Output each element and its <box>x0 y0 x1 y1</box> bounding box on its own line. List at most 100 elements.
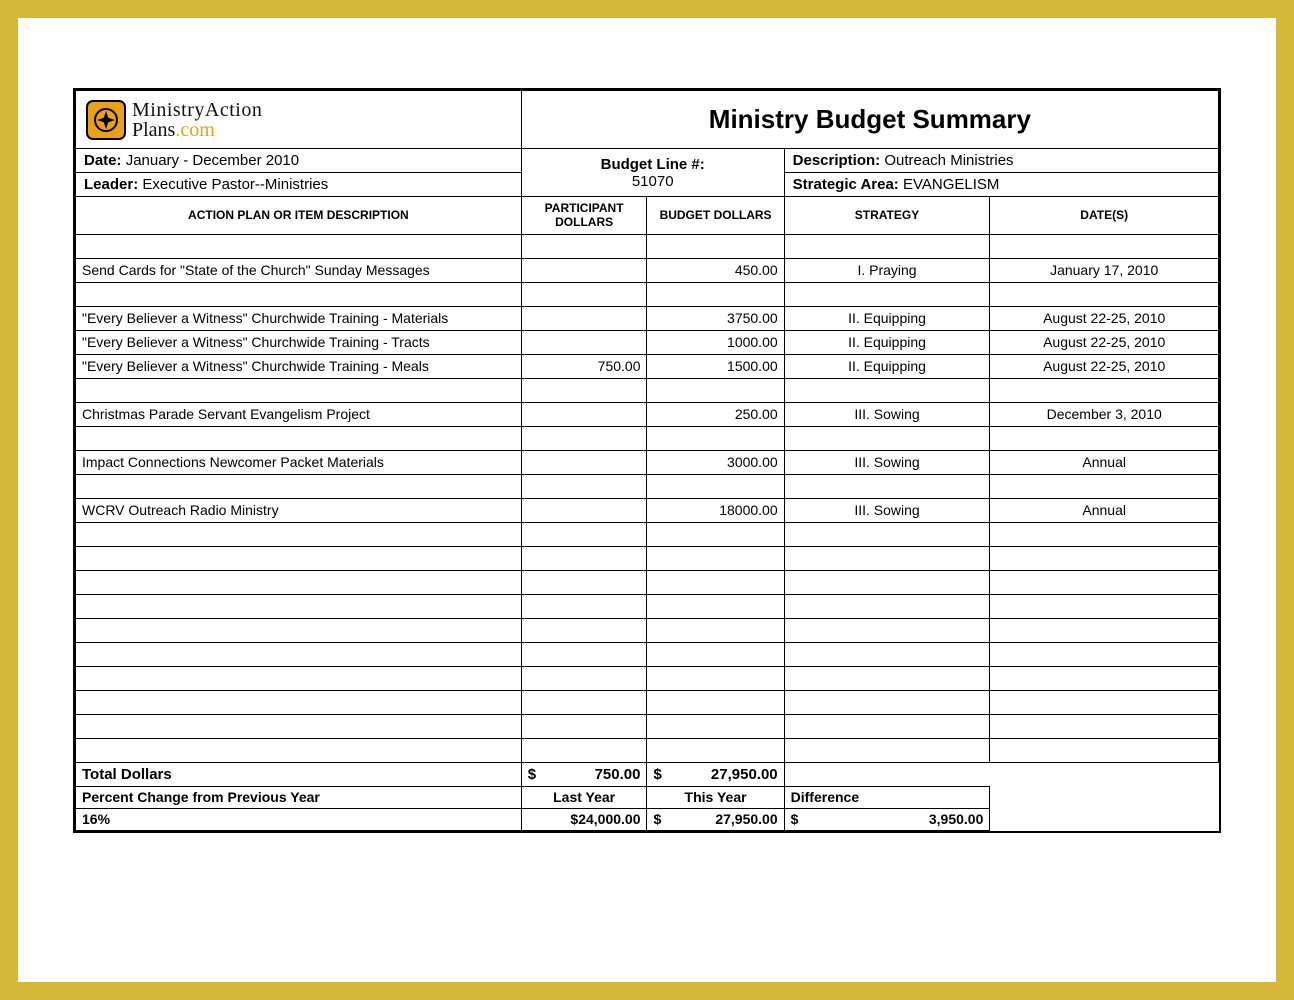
cell-dates <box>990 690 1219 714</box>
cell-strategy <box>784 666 990 690</box>
cell-strategy <box>784 546 990 570</box>
budget-table: MinistryAction Plans.com Ministry Budget… <box>75 90 1219 831</box>
compass-icon <box>86 100 126 140</box>
cell-strategy: II. Equipping <box>784 354 990 378</box>
table-row: Send Cards for "State of the Church" Sun… <box>76 258 1219 282</box>
col-description: ACTION PLAN OR ITEM DESCRIPTION <box>76 197 522 235</box>
cell-budget-dollars: 1500.00 <box>647 354 784 378</box>
cell-dates <box>990 546 1219 570</box>
header-row: MinistryAction Plans.com Ministry Budget… <box>76 91 1219 149</box>
cell-participant-dollars <box>521 450 647 474</box>
cell-budget-dollars <box>647 378 784 402</box>
table-row: "Every Believer a Witness" Churchwide Tr… <box>76 306 1219 330</box>
cell-description <box>76 714 522 738</box>
logo-line1: MinistryAction <box>132 100 262 120</box>
this-year-value: $27,950.00 <box>647 808 784 830</box>
cell-participant-dollars <box>521 546 647 570</box>
cell-description <box>76 666 522 690</box>
leader-value: Executive Pastor--Ministries <box>142 176 328 193</box>
date-cell: Date: January - December 2010 <box>76 149 522 173</box>
cell-participant-dollars <box>521 282 647 306</box>
description-value: Outreach Ministries <box>884 152 1013 169</box>
table-row <box>76 666 1219 690</box>
last-year-label: Last Year <box>521 786 647 808</box>
cell-dates <box>990 714 1219 738</box>
cell-participant-dollars <box>521 666 647 690</box>
cell-dates: August 22-25, 2010 <box>990 306 1219 330</box>
cell-strategy <box>784 570 990 594</box>
cell-strategy <box>784 522 990 546</box>
cell-description <box>76 546 522 570</box>
table-row: Impact Connections Newcomer Packet Mater… <box>76 450 1219 474</box>
col-strategy: STRATEGY <box>784 197 990 235</box>
cell-participant-dollars <box>521 642 647 666</box>
logo-text: MinistryAction Plans.com <box>132 100 262 140</box>
cell-participant-dollars <box>521 474 647 498</box>
table-row: Christmas Parade Servant Evangelism Proj… <box>76 402 1219 426</box>
description-label: Description: <box>793 152 881 169</box>
date-label: Date: <box>84 152 122 169</box>
cell-strategy <box>784 474 990 498</box>
cell-dates: Annual <box>990 498 1219 522</box>
cell-strategy <box>784 234 990 258</box>
cell-participant-dollars <box>521 738 647 762</box>
cell-budget-dollars <box>647 426 784 450</box>
cell-budget-dollars <box>647 690 784 714</box>
cell-strategy <box>784 714 990 738</box>
cell-budget-dollars <box>647 570 784 594</box>
data-body: Send Cards for "State of the Church" Sun… <box>76 234 1219 762</box>
table-row <box>76 426 1219 450</box>
cell-participant-dollars <box>521 306 647 330</box>
cell-description <box>76 234 522 258</box>
cell-dates <box>990 618 1219 642</box>
cell-strategy <box>784 642 990 666</box>
cell-budget-dollars <box>647 642 784 666</box>
table-row <box>76 282 1219 306</box>
total-bd: $27,950.00 <box>647 762 784 786</box>
table-row <box>76 690 1219 714</box>
cell-dates: August 22-25, 2010 <box>990 354 1219 378</box>
budget-sheet: MinistryAction Plans.com Ministry Budget… <box>73 88 1221 833</box>
cell-strategy: I. Praying <box>784 258 990 282</box>
cell-description <box>76 282 522 306</box>
table-row <box>76 570 1219 594</box>
logo-cell: MinistryAction Plans.com <box>76 91 522 149</box>
cell-dates <box>990 282 1219 306</box>
cell-participant-dollars <box>521 522 647 546</box>
cell-description: Impact Connections Newcomer Packet Mater… <box>76 450 522 474</box>
cell-budget-dollars: 18000.00 <box>647 498 784 522</box>
strategic-area-label: Strategic Area: <box>793 176 899 193</box>
strategic-area-cell: Strategic Area: EVANGELISM <box>784 173 1218 197</box>
comparison-header-row: Percent Change from Previous Year Last Y… <box>76 786 1219 808</box>
cell-description <box>76 738 522 762</box>
strategic-area-value: EVANGELISM <box>903 176 999 193</box>
leader-label: Leader: <box>84 176 138 193</box>
this-year-label: This Year <box>647 786 784 808</box>
cell-description <box>76 378 522 402</box>
cell-strategy: III. Sowing <box>784 498 990 522</box>
cell-dates <box>990 234 1219 258</box>
table-row <box>76 618 1219 642</box>
table-row <box>76 546 1219 570</box>
cell-strategy <box>784 738 990 762</box>
cell-strategy: II. Equipping <box>784 330 990 354</box>
table-row <box>76 738 1219 762</box>
difference-label: Difference <box>784 786 990 808</box>
cell-description <box>76 474 522 498</box>
table-row <box>76 234 1219 258</box>
cell-dates <box>990 738 1219 762</box>
table-row <box>76 474 1219 498</box>
cell-dates <box>990 570 1219 594</box>
cell-participant-dollars <box>521 570 647 594</box>
cell-description: "Every Believer a Witness" Churchwide Tr… <box>76 330 522 354</box>
cell-strategy <box>784 690 990 714</box>
cell-budget-dollars: 1000.00 <box>647 330 784 354</box>
cell-participant-dollars <box>521 618 647 642</box>
budget-line-cell: Budget Line #: 51070 <box>521 149 784 197</box>
column-header-row: ACTION PLAN OR ITEM DESCRIPTION PARTICIP… <box>76 197 1219 235</box>
last-year-value: $24,000.00 <box>521 808 647 830</box>
cell-budget-dollars: 450.00 <box>647 258 784 282</box>
table-row <box>76 594 1219 618</box>
cell-dates: January 17, 2010 <box>990 258 1219 282</box>
cell-dates <box>990 522 1219 546</box>
